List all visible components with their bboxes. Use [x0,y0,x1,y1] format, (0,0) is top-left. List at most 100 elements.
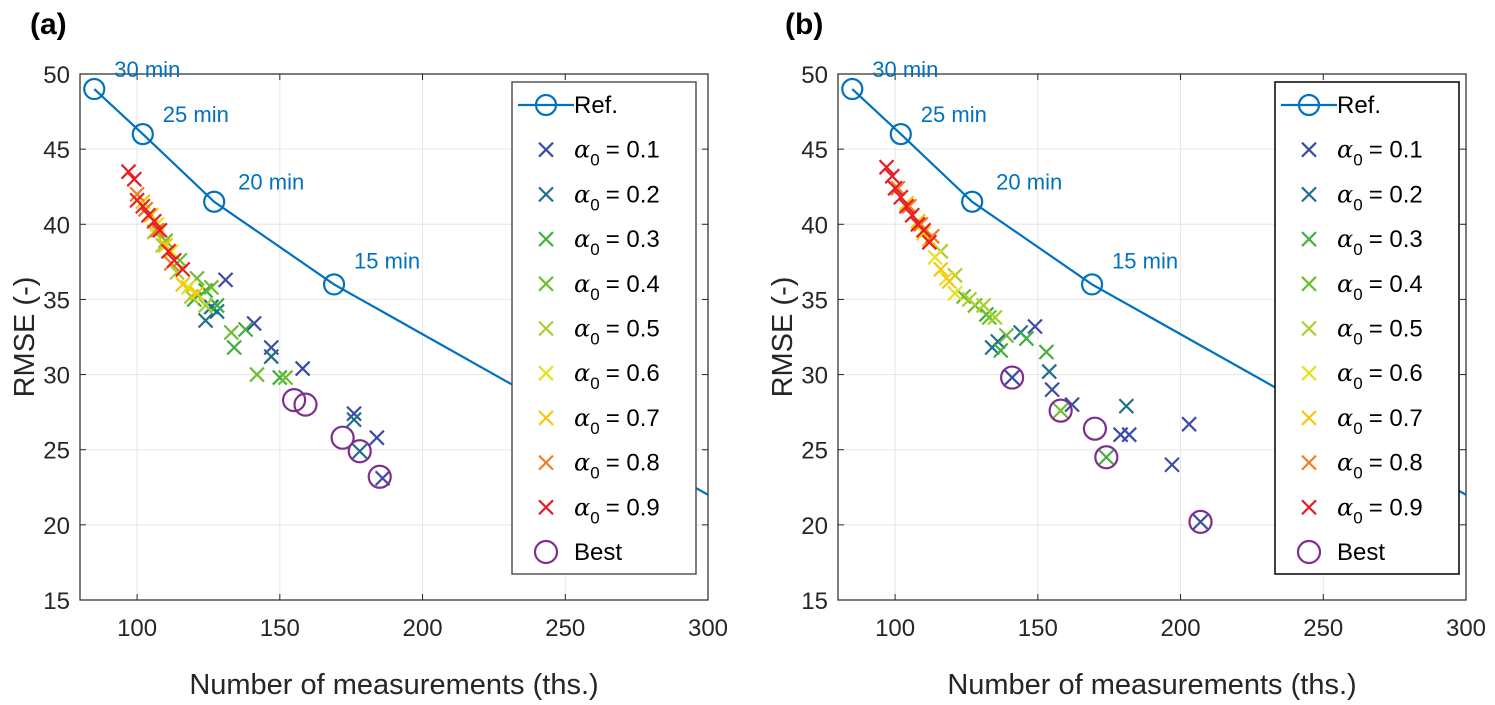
legend-best-marker [1296,539,1322,565]
series-point-alpha-7 [932,261,949,278]
legend-label-alpha-6: α0 = 0.6 [1337,359,1423,393]
alpha-subscript: 0 [1353,374,1362,393]
cross-stroke [1181,416,1197,432]
alpha-value: = 0.6 [606,360,660,387]
cross-stroke [1038,344,1055,360]
ref-annotation: 20 min [238,170,304,195]
alpha-value: = 0.5 [1369,316,1423,343]
alpha-symbol: α [574,359,590,387]
x-tick-label: 100 [117,615,157,642]
legend-label-alpha-5: α0 = 0.5 [1337,315,1423,349]
cross-stroke [226,339,242,356]
legend: Ref.α0 = 0.1α0 = 0.2α0 = 0.3α0 = 0.4α0 = 0.5α… [511,81,697,575]
panel-label-a: (a) [30,8,67,41]
legend-label-alpha-1: α0 = 0.1 [1337,136,1423,170]
ref-marker [841,77,864,101]
cross-stroke [346,405,362,422]
x-tick-label: 250 [545,615,585,642]
cross-stroke [1121,426,1137,443]
cross-stroke [538,276,554,292]
x-tick-label: 250 [1303,615,1343,642]
ref-annotation: 15 min [354,248,420,273]
cross-stroke [890,180,906,196]
y-tick-label: 30 [43,363,70,390]
series-point-alpha-1 [1044,381,1060,398]
series-point-alpha-1 [1064,396,1080,413]
series-point-alpha-7 [174,276,191,293]
ref-annotation: 25 min [921,102,987,127]
best-marker [1000,365,1025,390]
series-point-alpha-1 [294,360,311,377]
series-point-alpha-4 [249,366,265,383]
best-marker [330,425,355,450]
legend-ref-marker [534,93,558,117]
ref-marker [203,190,226,213]
cross-stroke [898,198,915,215]
legend-label-alpha-8: α0 = 0.8 [574,449,660,483]
series-point-alpha-9 [921,234,938,251]
cross-stroke [955,288,972,305]
plot-content [841,77,1466,534]
alpha-subscript: 0 [1353,151,1362,170]
cross-stroke [913,216,929,233]
cross-stroke [915,222,932,239]
legend-marker-alpha-9 [538,499,554,516]
cross-stroke [921,234,938,251]
alpha-value: = 0.7 [606,405,660,432]
y-tick-label: 15 [43,588,70,615]
cross-stroke [1301,410,1317,426]
cross-stroke [209,297,225,314]
series-point-alpha-9 [146,213,162,230]
cross-stroke [157,233,174,249]
cross-stroke [990,333,1006,350]
alpha-subscript: 0 [590,240,599,259]
series-point-alpha-2 [263,348,280,365]
legend-label-alpha-4: α0 = 0.4 [574,270,660,304]
cross-stroke [1301,320,1317,337]
cross-stroke [1064,396,1080,413]
legend-best-label: Best [1337,539,1385,566]
series-point-alpha-9 [174,261,191,278]
cross-stroke [538,365,554,381]
y-tick-label: 50 [43,62,70,89]
cross-stroke [941,273,958,290]
ref-annotation: 30 min [114,57,180,82]
cross-stroke [992,342,1009,359]
x-tick-label: 100 [875,615,915,642]
cross-stroke [217,272,234,288]
alpha-value: = 0.2 [606,181,660,208]
x-tick-label: 200 [1161,615,1201,642]
series-point-alpha-3 [992,342,1009,359]
y-tick-label: 45 [801,137,828,164]
panel-a: (a) 100 150 200 250 300 15 20 25 30 35 40 45 50 Numbe… [9,8,728,701]
legend-marker-alpha-9 [1301,499,1317,516]
cross-stroke [189,285,205,302]
series-point-alpha-3 [1018,330,1035,347]
cross-stroke [1301,454,1317,471]
series-point-alpha-1 [1192,514,1209,530]
cross-stroke [157,237,174,254]
legend-box [1274,81,1460,575]
alpha-symbol: α [1337,270,1353,298]
legend-marker-alpha-1 [1301,141,1317,158]
alpha-subscript: 0 [590,285,599,304]
axes-box [837,73,1467,601]
cross-stroke [538,231,554,247]
alpha-subscript: 0 [1353,240,1362,259]
series-point-alpha-7 [941,273,958,290]
alpha-subscript: 0 [590,151,599,170]
cross-stroke [1004,369,1020,386]
legend-label-alpha-4: α0 = 0.4 [1337,270,1423,304]
ref-marker [1080,273,1104,296]
alpha-symbol: α [574,270,590,298]
cross-stroke [174,276,191,293]
alpha-symbol: α [1337,493,1353,521]
cross-stroke [172,252,188,269]
cross-stroke [1164,456,1180,473]
series-point-alpha-3 [1098,449,1115,466]
cross-stroke [884,168,901,184]
cross-stroke [1301,499,1317,516]
cross-stroke [272,369,288,386]
y-axis-label: RMSE (-) [9,277,41,398]
alpha-subscript: 0 [590,195,599,214]
